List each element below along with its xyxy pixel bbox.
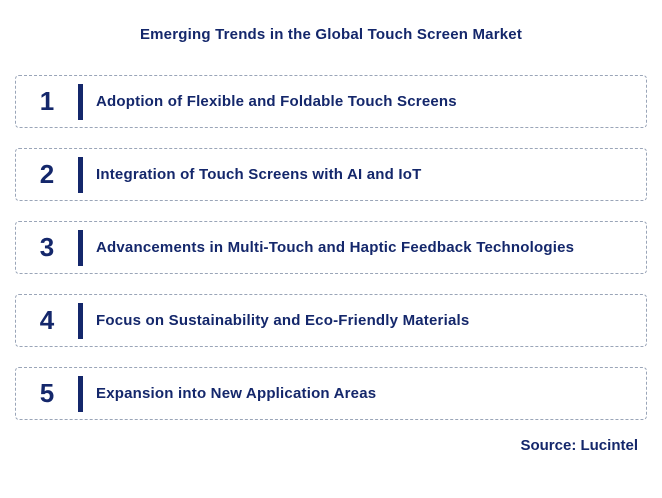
source-text: Source: Lucintel [520,437,638,454]
trend-number: 4 [39,305,55,335]
divider-bar [78,375,83,412]
trend-list: 1 Adoption of Flexible and Foldable Touc… [0,75,662,420]
trend-label: Focus on Sustainability and Eco-Friendly… [96,312,470,329]
trend-row-3: 3 Advancements in Multi-Touch and Haptic… [15,221,647,274]
trend-label: Expansion into New Application Areas [96,385,377,402]
trend-number: 2 [39,159,55,189]
page-title: Emerging Trends in the Global Touch Scre… [139,26,523,43]
divider-bar [78,229,83,266]
trend-number: 1 [39,86,55,116]
trend-label: Advancements in Multi-Touch and Haptic F… [96,239,575,256]
trend-row-1: 1 Adoption of Flexible and Foldable Touc… [15,75,647,128]
trend-label: Integration of Touch Screens with AI and… [96,166,422,183]
trend-row-2: 2 Integration of Touch Screens with AI a… [15,148,647,201]
trend-row-5: 5 Expansion into New Application Areas [15,367,647,420]
trend-number: 3 [39,232,55,262]
divider-bar [78,83,83,120]
divider-bar [78,302,83,339]
trend-label: Adoption of Flexible and Foldable Touch … [96,93,457,110]
trend-number: 5 [39,378,55,408]
divider-bar [78,156,83,193]
trend-row-4: 4 Focus on Sustainability and Eco-Friend… [15,294,647,347]
